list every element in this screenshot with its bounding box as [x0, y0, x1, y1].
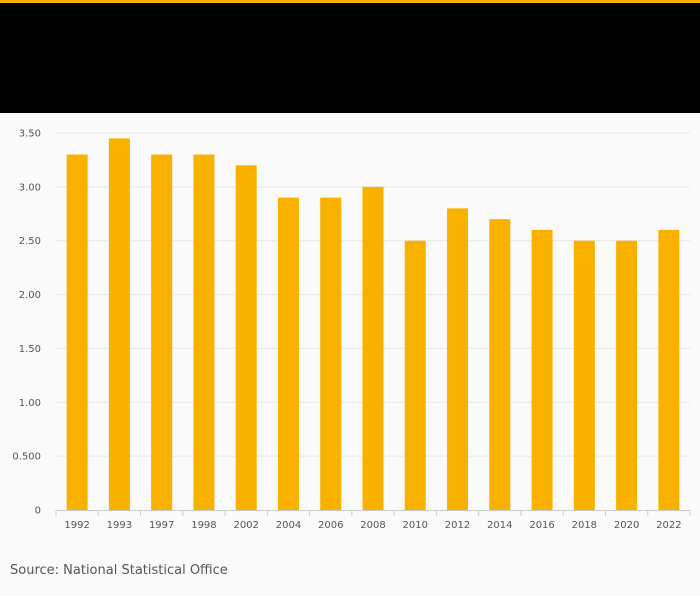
y-tick-label: 0: [35, 506, 41, 517]
x-axis-ticks: 1992 1993 1997 1998 2002 2004 2006 2008 2010 2012…: [64, 520, 681, 531]
x-tick-label: 2016: [529, 520, 554, 531]
bar-1992: [66, 154, 88, 511]
y-tick-label: 1.50: [19, 344, 41, 355]
x-tick-label: 2008: [360, 520, 385, 531]
bar-1998: [193, 154, 215, 511]
x-tick-label: 2018: [572, 520, 597, 531]
x-tick-label: 2020: [614, 520, 639, 531]
x-tick-label: 2006: [318, 520, 343, 531]
x-tick-label: 2022: [656, 520, 681, 531]
x-tick-label: 2012: [445, 520, 470, 531]
x-axis: [55, 510, 691, 516]
bar-2012: [447, 208, 469, 510]
y-tick-label: 3.00: [19, 182, 41, 193]
source-note: Source: National Statistical Office: [10, 563, 228, 578]
y-tick-label: 2.00: [19, 290, 41, 301]
y-tick-label: 0.500: [12, 452, 41, 463]
header-bar: [0, 3, 700, 113]
bar-2010: [404, 240, 426, 510]
bar-2022: [658, 229, 680, 510]
x-tick-label: 1993: [107, 520, 132, 531]
bar-2020: [616, 240, 638, 510]
bar-2018: [573, 240, 595, 510]
y-tick-label: 1.00: [19, 398, 41, 409]
y-tick-label: 2.50: [19, 236, 41, 247]
bar-2008: [362, 186, 384, 510]
y-axis-ticks: 0 0.500 1.00 1.50 2.00 2.50 3.00 3.50: [12, 129, 41, 517]
bar-2016: [531, 229, 553, 510]
x-tick-label: 2004: [276, 520, 301, 531]
y-tick-label: 3.50: [19, 129, 41, 140]
bar-1997: [151, 154, 173, 511]
x-tick-label: 1998: [191, 520, 216, 531]
bar-1993: [108, 138, 130, 510]
bar-2014: [489, 219, 511, 510]
x-tick-label: 2014: [487, 520, 512, 531]
x-tick-label: 2010: [403, 520, 428, 531]
bar-2006: [320, 197, 342, 510]
bar-2004: [277, 197, 299, 510]
accent-stripe: [0, 0, 700, 3]
x-tick-label: 2002: [233, 520, 258, 531]
x-tick-label: 1997: [149, 520, 174, 531]
bar-2002: [235, 165, 257, 511]
bars: [66, 138, 680, 511]
x-tick-label: 1992: [64, 520, 89, 531]
